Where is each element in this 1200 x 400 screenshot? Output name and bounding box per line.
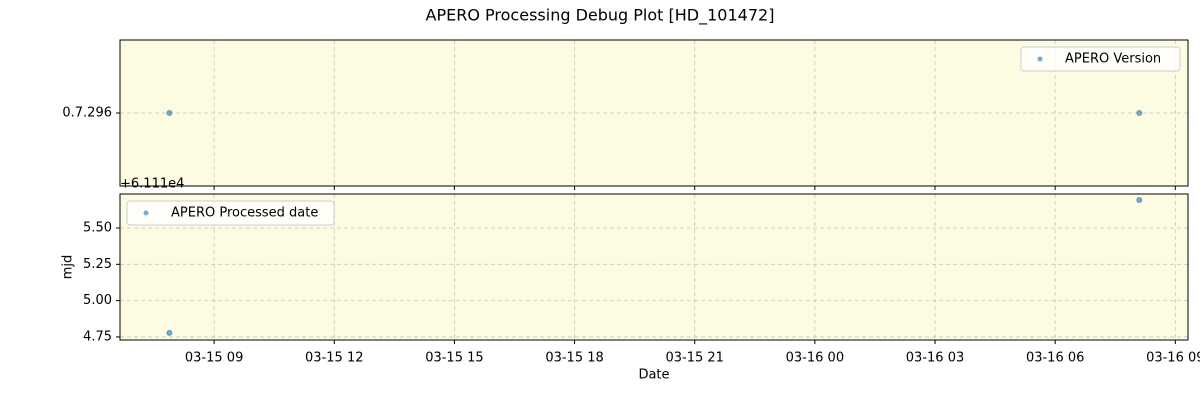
y-tick-label: 5.50: [83, 220, 112, 235]
x-tick-label: 03-15 21: [665, 351, 723, 366]
legend-label: APERO Processed date: [171, 206, 318, 221]
data-point: [166, 329, 173, 336]
legend: APERO Processed date: [126, 200, 335, 226]
data-point: [166, 110, 173, 116]
y-tick-label: 5.25: [83, 257, 112, 272]
x-axis-label: Date: [638, 368, 669, 383]
legend-box: [126, 200, 335, 226]
chart-title: APERO Processing Debug Plot [HD_101472]: [426, 6, 775, 26]
data-point: [1136, 110, 1143, 116]
x-tick-label: 03-15 15: [425, 351, 483, 366]
x-tick-label: 03-15 18: [545, 351, 603, 366]
x-tick-label: 03-16 03: [906, 351, 964, 366]
y-tick-label: 5.00: [83, 293, 112, 308]
x-tick-label: 03-15 12: [305, 351, 363, 366]
y-offset-label: +6.111e4: [120, 177, 184, 192]
x-tick-label: 03-15 09: [185, 351, 243, 366]
legend-box: [1020, 46, 1181, 72]
legend: APERO Version: [1020, 46, 1181, 72]
legend-marker: [1037, 56, 1043, 62]
x-tick-label: 03-16 09: [1146, 351, 1200, 366]
data-point: [1136, 196, 1143, 203]
y-axis-label: mjd: [61, 255, 76, 280]
y-tick-label: 0.7.296: [62, 106, 112, 121]
legend-label: APERO Version: [1065, 52, 1161, 67]
legend-marker: [143, 210, 149, 216]
x-tick-label: 03-16 06: [1026, 351, 1084, 366]
plot-frame: [119, 39, 1189, 187]
plot-frame: [119, 193, 1189, 341]
x-tick-label: 03-16 00: [786, 351, 844, 366]
y-tick-label: 4.75: [83, 329, 112, 344]
